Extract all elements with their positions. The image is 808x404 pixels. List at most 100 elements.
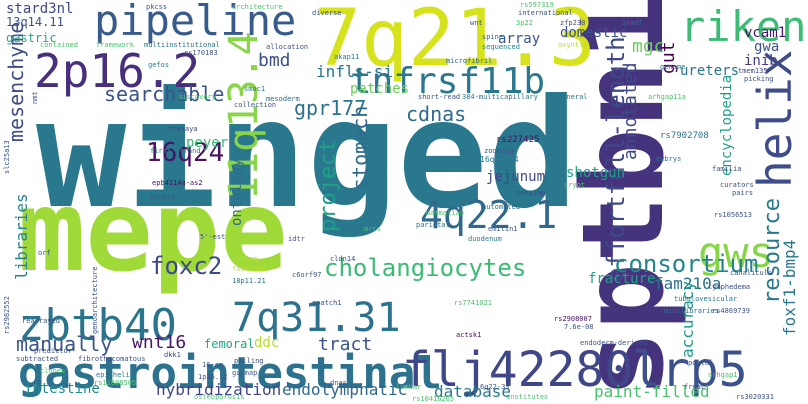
word-duodenum: duodenum [468, 235, 502, 243]
word-diverse: diverse [312, 9, 342, 17]
word-collection: collection [234, 101, 277, 109]
word-pkcss: pkcss [146, 3, 168, 11]
word-6q22-33: 6q22-33 [480, 383, 510, 391]
word-tnfrsf11b: tnfrsf11b [350, 61, 546, 102]
word-short-read: short-read [418, 93, 461, 101]
word-inib: inib [744, 53, 778, 69]
word-vcam1: vcam1 [744, 25, 787, 41]
word-endolymphatic: endolymphatic [282, 380, 408, 399]
word-institutes: institutes [506, 393, 549, 401]
word-encyclopedia: encyclopedia [719, 74, 735, 176]
word-rtaaaya: rtaaaya [168, 125, 198, 133]
word-architecture: architecture [232, 3, 283, 11]
word-tract: tract [318, 334, 373, 355]
word-embrys: embrys [656, 155, 682, 163]
word-dkk1: dkk1 [164, 351, 181, 359]
word-bmd: bmd [258, 50, 291, 71]
word-rs597319: rs597319 [520, 1, 554, 9]
word-rs7741021: rs7741021 [454, 299, 492, 307]
word-3p22: 3p22 [516, 19, 533, 27]
word-jejunum: jejunum [486, 169, 546, 185]
word-first-strand: first-strand [150, 147, 201, 155]
word-mesoderm: mesoderm [266, 95, 300, 103]
word-intestine: intestine [24, 381, 100, 397]
word-annotated: annotated [620, 62, 641, 160]
word-foxf1-bmp4: foxf1-bmp4 [780, 239, 799, 336]
word-384-multicapillary: 384-multicapillary [462, 93, 538, 101]
word-cldn14: cldn14 [330, 255, 356, 263]
word-gefos: gefos [148, 61, 170, 69]
word-1p36-12: 1p36.12 [198, 373, 228, 381]
word-manually: manually [16, 332, 113, 356]
word-errors: errors [150, 193, 176, 201]
word-zbtb40: zbtb40 [18, 300, 177, 351]
word-parietal: parietal [416, 221, 450, 229]
word-idtr: idtr [288, 235, 305, 243]
word-genoarchitecture: genoarchitecture [91, 266, 99, 334]
word-gastrointestinal: gastrointestinal [18, 348, 442, 399]
word-fourteen: fourteen [232, 265, 266, 273]
word-automated: automated [482, 203, 520, 211]
word-ureters: ureters [680, 63, 740, 79]
word-endoderm-derived: endoderm-derived [580, 339, 648, 347]
word-mrcs: mrcs [364, 225, 381, 233]
word-epithelia: epithelia [96, 371, 134, 379]
word-cholangiocytes: cholangiocytes [324, 254, 527, 282]
word-zfp238: zfp238 [560, 19, 586, 27]
word-multiinstitutional: multiinstitutional [144, 41, 220, 49]
word-wnt: wnt [470, 19, 483, 27]
word-mgc: mgc [632, 36, 665, 57]
word-predictor: predictor [34, 347, 72, 355]
word-arhgap1: arhgap1 [708, 371, 738, 379]
word-portal: portal [688, 359, 714, 367]
word-libraries: libraries [12, 193, 31, 280]
word-5-est: 5'-est [200, 233, 226, 241]
word-cdnas: cdnas [406, 102, 467, 126]
word-pairs: pairs [732, 189, 754, 197]
word-framework: framework [96, 41, 134, 49]
word-rs1056513: rs1056513 [714, 211, 752, 219]
word-sequenced: sequenced [482, 43, 520, 51]
word-7q31-31: 7q31.31 [232, 295, 401, 341]
word-genome: genome [660, 63, 686, 71]
word-gastric: gastric [6, 31, 57, 45]
word-domestic: domestic [560, 25, 628, 41]
word-fracture: fracture [588, 271, 656, 287]
word-international: international [518, 9, 573, 17]
word-4q22-1: 4q22.1 [420, 193, 558, 237]
word-inadl: inadl [622, 19, 644, 27]
word-rs2982552: rs2982552 [3, 296, 11, 334]
word-smoc1: smoc1 [244, 85, 266, 93]
word-epb4114a-as2: epb4114a-as2 [152, 179, 203, 187]
word-tmem135: tmem135 [738, 67, 768, 75]
word-shotgun: shotgun [566, 165, 626, 181]
word-ontology: ontology [229, 158, 245, 226]
word-stard3nl: stard3nl [6, 1, 74, 17]
word-winged: winged [36, 68, 578, 242]
word-fibrothecomatous: fibrothecomatous [78, 355, 146, 363]
word-hybridization: hybridization [156, 380, 282, 399]
word-osteoporosis: osteoporosis [194, 393, 245, 401]
word-subtracted: subtracted [16, 355, 59, 363]
word-candidate: candidate [373, 144, 389, 220]
word-7-6e-08: 7.6e-08 [564, 323, 594, 331]
word-minilibraries: minilibraries [664, 307, 719, 315]
word-accuracy: accuracy [678, 280, 697, 358]
word-allocation: allocation [266, 43, 309, 51]
word-infls-si: infls-si [316, 62, 394, 81]
word-freac: freac [684, 383, 706, 391]
word-oxyntic: oxyntic [558, 41, 588, 49]
word-stomach: stomach [348, 105, 372, 190]
word-rs4869739: rs4869739 [712, 307, 750, 315]
word-rs2908007: rs2908007 [554, 315, 592, 323]
word-emilin1: emilin1 [488, 225, 518, 233]
word-gpatch1: gpatch1 [312, 299, 342, 307]
word-patches: patches [350, 81, 410, 97]
word-clones: clones [40, 367, 66, 375]
word-arhgap11a: arhgap11a [648, 93, 686, 101]
word-rs10416265: rs10416265 [412, 395, 455, 403]
word-dnas: dnas [330, 379, 347, 387]
word-pipeline: pipeline [94, 0, 297, 45]
word-random: random [232, 255, 258, 263]
word-gwa: gwa [754, 39, 780, 55]
